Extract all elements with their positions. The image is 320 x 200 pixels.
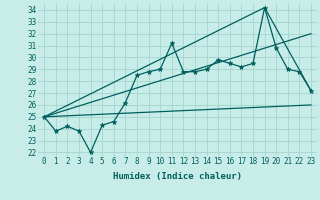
X-axis label: Humidex (Indice chaleur): Humidex (Indice chaleur) [113, 172, 242, 181]
